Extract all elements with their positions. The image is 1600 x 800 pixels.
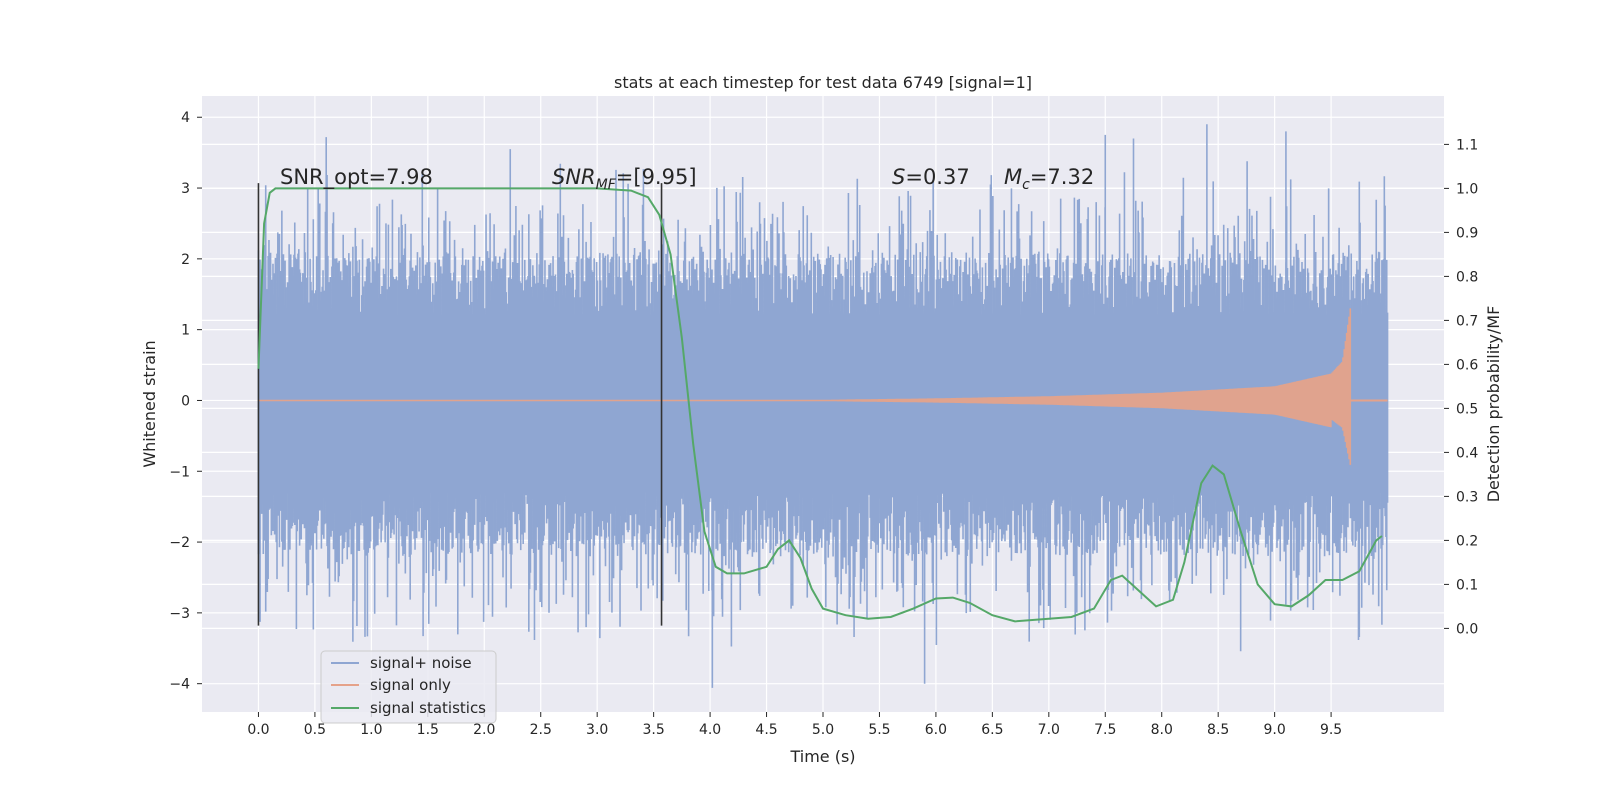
left-y-axis-ticks: 4 3 2 1 0 −1 −2 −3 −4 <box>169 110 202 693</box>
legend-box <box>320 650 497 724</box>
y-left-tick-label: −3 <box>169 606 190 622</box>
y-right-tick-label: 0.3 <box>1456 489 1478 505</box>
legend-stats-label: signal statistics <box>370 699 486 717</box>
vlines <box>257 183 663 626</box>
y-right-tick-label: 1.1 <box>1456 137 1478 153</box>
stats-line <box>257 187 1383 623</box>
annotation-snr-mf: SNRMF=[9.95] <box>552 165 697 193</box>
signal-series <box>257 308 1388 465</box>
y-left-tick-label: −2 <box>169 535 190 551</box>
annotation-s-label: S <box>892 165 905 189</box>
y-left-tick-label: 3 <box>181 181 190 197</box>
left-y-axis-label: Whitened strain <box>140 340 159 467</box>
x-tick-label: 2.5 <box>530 722 552 738</box>
x-tick-label: 0.5 <box>304 722 326 738</box>
right-y-axis-label: Detection probability/MF <box>1484 306 1503 503</box>
y-left-tick-label: −4 <box>169 677 190 693</box>
y-left-tick-label: 1 <box>181 323 190 339</box>
annotation-mc-sub: c <box>1022 177 1030 193</box>
y-right-tick-label: 0.0 <box>1456 621 1478 637</box>
x-tick-label: 1.5 <box>417 722 439 738</box>
y-right-tick-label: 0.6 <box>1456 357 1478 373</box>
annotation-snr-opt: SNR_opt=7.98 <box>280 165 433 190</box>
y-right-tick-label: 0.9 <box>1456 225 1478 241</box>
stats-series <box>257 187 1383 623</box>
x-tick-label: 9.5 <box>1320 722 1342 738</box>
y-right-tick-label: 0.2 <box>1456 533 1478 549</box>
x-tick-label: 7.5 <box>1094 722 1116 738</box>
x-tick-label: 6.5 <box>981 722 1003 738</box>
y-left-tick-label: 0 <box>181 393 190 409</box>
annotation-snr-mf-sub: MF <box>596 177 617 193</box>
annotation-snr-mf-value: =[9.95] <box>616 165 697 189</box>
x-tick-label: 8.0 <box>1151 722 1173 738</box>
annotation-mc-value: =7.32 <box>1030 165 1094 189</box>
annotation-mc-label: M <box>1004 165 1022 189</box>
y-right-tick-label: 0.5 <box>1456 401 1478 417</box>
x-axis-label: Time (s) <box>789 747 855 766</box>
y-right-tick-label: 0.8 <box>1456 269 1478 285</box>
legend-noise-label: signal+ noise <box>370 654 472 672</box>
annotation-snr-mf-label: SNR <box>552 165 596 189</box>
x-tick-label: 6.0 <box>925 722 947 738</box>
x-tick-label: 1.0 <box>360 722 382 738</box>
x-tick-label: 4.0 <box>699 722 721 738</box>
x-tick-label: 7.0 <box>1038 722 1060 738</box>
x-tick-label: 0.0 <box>247 722 269 738</box>
x-tick-label: 5.0 <box>812 722 834 738</box>
y-right-tick-label: 1.0 <box>1456 181 1478 197</box>
annotation-s: S=0.37 <box>892 165 970 189</box>
x-tick-label: 4.5 <box>755 722 777 738</box>
y-left-tick-label: 2 <box>181 252 190 268</box>
x-tick-label: 8.5 <box>1207 722 1229 738</box>
x-axis-ticks: 0.0 0.5 1.0 1.5 2.0 2.5 3.0 3.5 4.0 4.5 5.0 5.5 6.0 6… <box>247 712 1342 738</box>
y-left-tick-label: 4 <box>181 110 190 126</box>
y-right-tick-label: 0.7 <box>1456 313 1478 329</box>
x-tick-label: 3.0 <box>586 722 608 738</box>
legend-signal-label: signal only <box>370 676 451 694</box>
x-tick-label: 5.5 <box>868 722 890 738</box>
y-right-tick-label: 0.1 <box>1456 577 1478 593</box>
annotation-s-value: =0.37 <box>905 165 969 189</box>
legend: signal+ noise signal only signal statist… <box>320 650 497 724</box>
right-y-axis-ticks: 1.1 1.0 0.9 0.8 0.7 0.6 0.5 0.4 0.3 0.2 0.1 0.0 <box>1444 137 1478 637</box>
x-tick-label: 3.5 <box>643 722 665 738</box>
chart-title: stats at each timestep for test data 674… <box>614 73 1032 92</box>
y-right-tick-label: 0.4 <box>1456 445 1478 461</box>
x-tick-label: 2.0 <box>473 722 495 738</box>
x-tick-label: 9.0 <box>1264 722 1286 738</box>
y-left-tick-label: −1 <box>169 464 190 480</box>
annotation-mc: Mc=7.32 <box>1004 165 1094 193</box>
